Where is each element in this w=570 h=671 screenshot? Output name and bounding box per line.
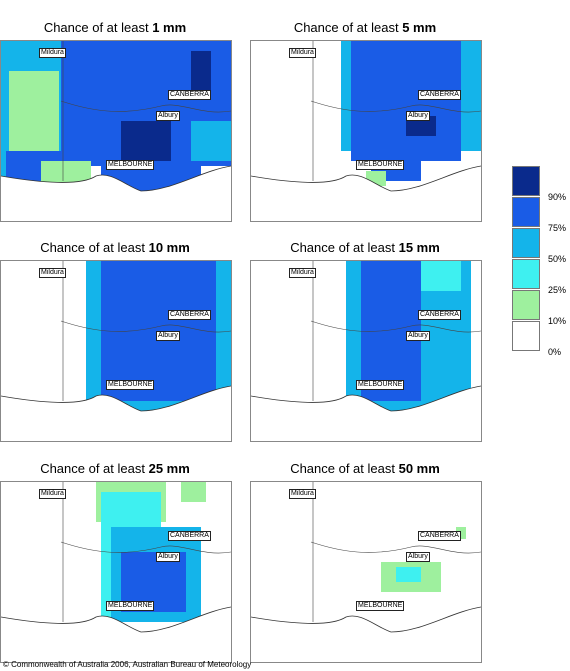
label-melbourne: MELBOURNE (106, 380, 155, 390)
label-melbourne: MELBOURNE (106, 601, 155, 611)
rainfall-map: Mildura CANBERRA Albury MELBOURNE (250, 481, 482, 663)
label-albury: Albury (406, 552, 430, 562)
panel-title: Chance of at least 1 mm (43, 20, 187, 35)
legend-swatch-50 (512, 228, 540, 258)
label-canberra: CANBERRA (168, 310, 211, 320)
label-mildura: Mildura (289, 48, 316, 58)
panel-title: Chance of at least 50 mm (290, 461, 440, 476)
panel-title: Chance of at least 15 mm (290, 240, 440, 255)
legend-swatch-0 (512, 321, 540, 351)
legend-label: 50% (548, 254, 567, 264)
label-canberra: CANBERRA (168, 90, 211, 100)
label-mildura: Mildura (39, 268, 66, 278)
rainfall-map: Mildura CANBERRA Albury MELBOURNE (250, 260, 482, 442)
rainfall-map: Mildura CANBERRA Albury MELBOURNE (0, 40, 232, 222)
panel-title: Chance of at least 10 mm (40, 240, 190, 255)
label-albury: Albury (156, 552, 180, 562)
label-canberra: CANBERRA (418, 90, 461, 100)
label-melbourne: MELBOURNE (106, 160, 155, 170)
rainfall-map: Mildura CANBERRA Albury MELBOURNE (250, 40, 482, 222)
label-melbourne: MELBOURNE (356, 160, 405, 170)
legend-label: 75% (548, 223, 567, 233)
label-mildura: Mildura (39, 489, 66, 499)
label-canberra: CANBERRA (418, 531, 461, 541)
label-mildura: Mildura (39, 48, 66, 58)
legend-label: 0% (548, 347, 562, 357)
legend-label: 25% (548, 285, 567, 295)
label-albury: Albury (156, 111, 180, 121)
panel-title: Chance of at least 25 mm (40, 461, 190, 476)
label-mildura: Mildura (289, 489, 316, 499)
label-canberra: CANBERRA (168, 531, 211, 541)
label-canberra: CANBERRA (418, 310, 461, 320)
copyright-notice: © Commonwealth of Australia 2006, Austra… (3, 660, 252, 669)
legend-swatch-90 (512, 166, 540, 196)
legend-swatch-10 (512, 290, 540, 320)
legend-label: 10% (548, 316, 567, 326)
legend-swatch-75 (512, 197, 540, 227)
label-albury: Albury (406, 331, 430, 341)
label-melbourne: MELBOURNE (356, 601, 405, 611)
rainfall-map: Mildura CANBERRA Albury MELBOURNE (0, 481, 232, 663)
label-melbourne: MELBOURNE (356, 380, 405, 390)
rainfall-map: Mildura CANBERRA Albury MELBOURNE (0, 260, 232, 442)
panel-title: Chance of at least 5 mm (293, 20, 437, 35)
label-mildura: Mildura (289, 268, 316, 278)
legend-swatch-25 (512, 259, 540, 289)
label-albury: Albury (406, 111, 430, 121)
legend-label: 90% (548, 192, 567, 202)
label-albury: Albury (156, 331, 180, 341)
